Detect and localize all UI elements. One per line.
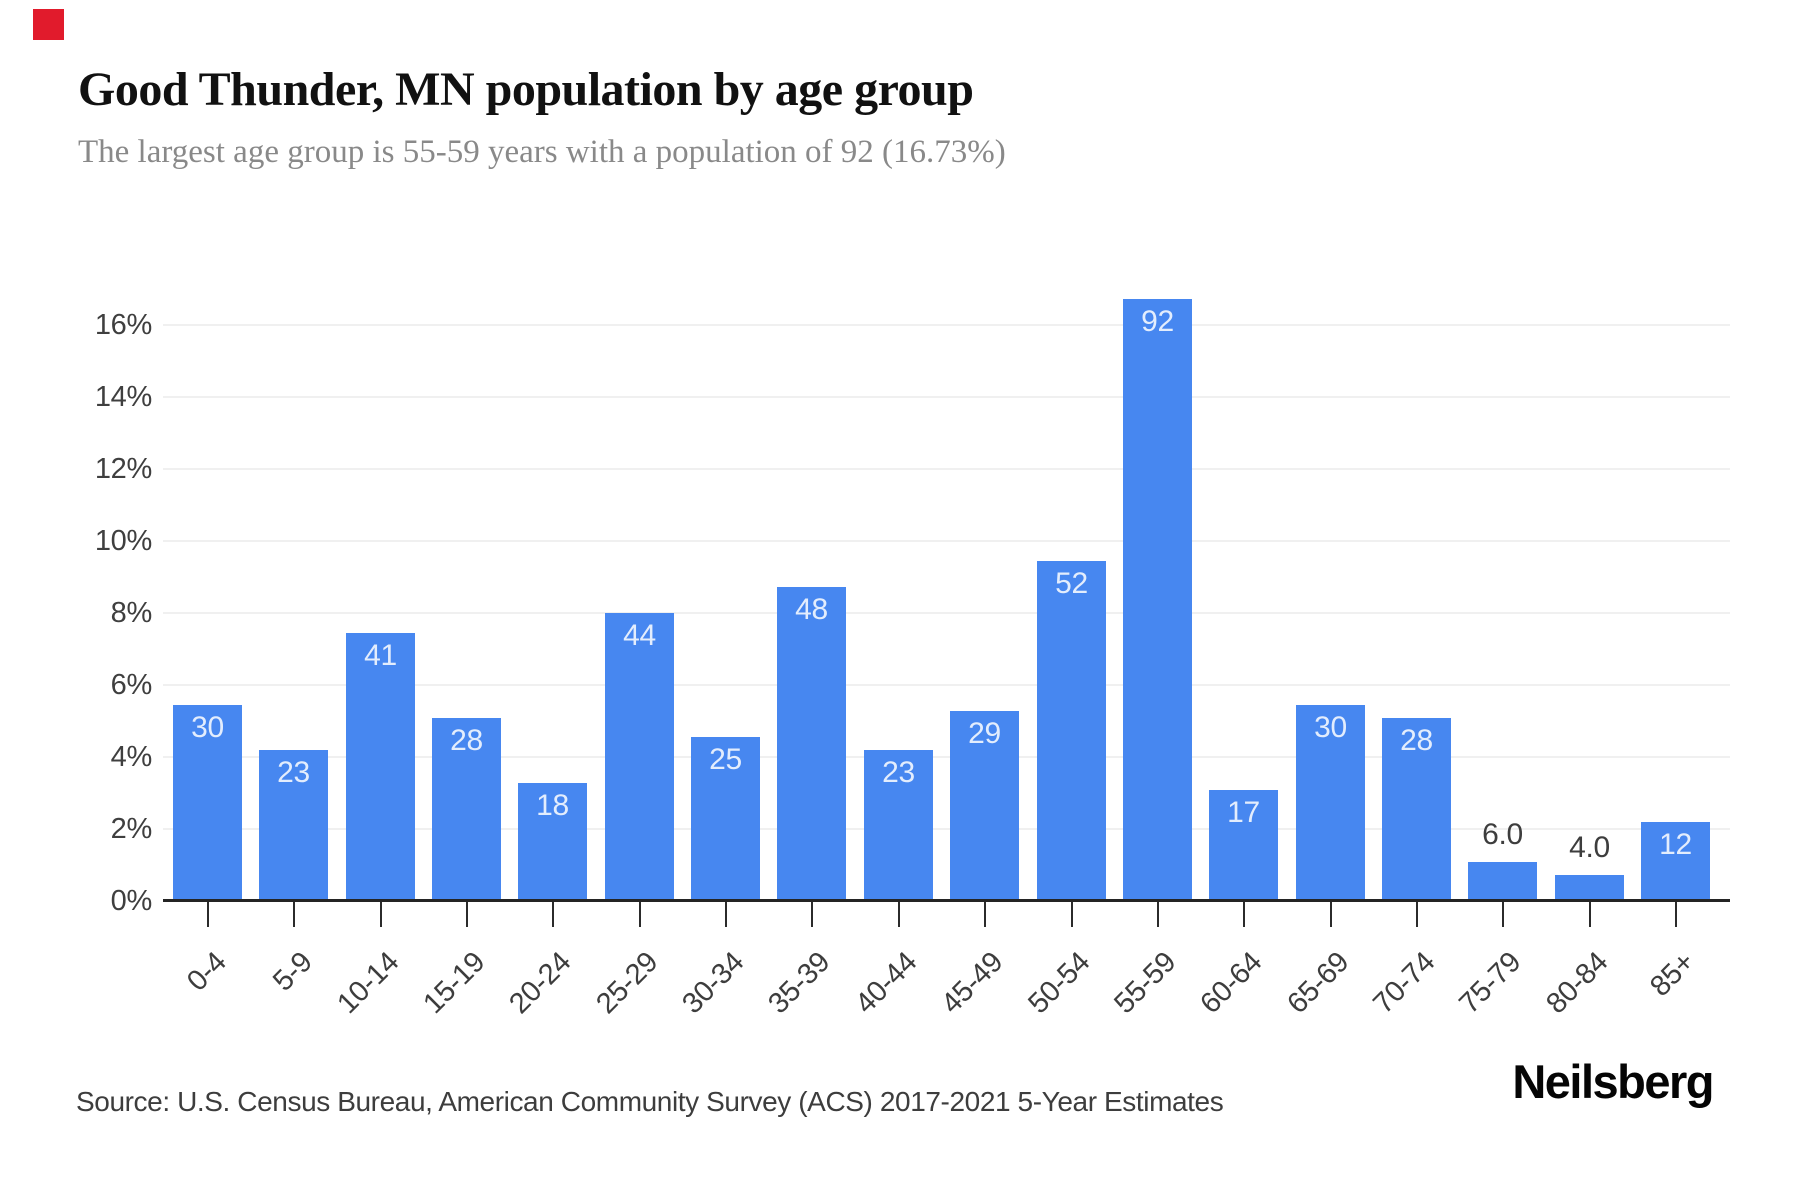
x-axis-label-text: 15-19 bbox=[417, 946, 492, 1021]
bar-value-label: 28 bbox=[1400, 724, 1433, 757]
bar-value-label: 92 bbox=[1141, 305, 1174, 338]
x-axis-label-text: 10-14 bbox=[331, 946, 406, 1021]
bar-value-label: 48 bbox=[795, 593, 828, 626]
bar-70-74 bbox=[1382, 718, 1451, 901]
y-axis-label: 8% bbox=[110, 597, 153, 629]
x-axis-label-text: 55-59 bbox=[1108, 946, 1183, 1021]
y-axis-label: 2% bbox=[110, 813, 153, 845]
bar-value-label: 29 bbox=[968, 717, 1001, 750]
x-axis-tick bbox=[1675, 901, 1677, 927]
bar-30-34 bbox=[691, 737, 760, 901]
x-axis-tick bbox=[984, 901, 986, 927]
bar-value-label: 18 bbox=[536, 789, 569, 822]
bar-65-69 bbox=[1296, 705, 1365, 901]
x-axis-label-text: 50-54 bbox=[1022, 946, 1097, 1021]
y-axis-label: 16% bbox=[94, 309, 152, 341]
source-note: Source: U.S. Census Bureau, American Com… bbox=[76, 1086, 1224, 1117]
x-axis-label-text: 75-79 bbox=[1453, 946, 1528, 1021]
x-axis-tick bbox=[1330, 901, 1332, 927]
gridline bbox=[163, 324, 1730, 326]
bar-value-label: 12 bbox=[1659, 828, 1692, 861]
bar-45-49 bbox=[950, 711, 1019, 901]
x-axis-tick bbox=[898, 901, 900, 927]
gridline bbox=[163, 756, 1730, 758]
x-axis-tick bbox=[1071, 901, 1073, 927]
x-axis-label-text: 30-34 bbox=[676, 946, 751, 1021]
y-axis-label: 0% bbox=[110, 885, 153, 917]
bar-25-29 bbox=[605, 613, 674, 901]
x-axis-label-text: 45-49 bbox=[935, 946, 1010, 1021]
y-axis-label: 10% bbox=[94, 525, 152, 557]
x-axis-tick bbox=[1416, 901, 1418, 927]
x-axis-label-text: 85+ bbox=[1643, 946, 1701, 1003]
gridline bbox=[163, 468, 1730, 470]
x-axis-tick bbox=[811, 901, 813, 927]
gridline bbox=[163, 684, 1730, 686]
x-axis-label-text: 80-84 bbox=[1540, 946, 1615, 1021]
x-axis-tick bbox=[1243, 901, 1245, 927]
bar-40-44 bbox=[864, 750, 933, 901]
x-axis-label-text: 60-64 bbox=[1194, 946, 1269, 1021]
gridline bbox=[163, 828, 1730, 830]
x-axis-tick bbox=[380, 901, 382, 927]
x-axis-tick bbox=[1589, 901, 1591, 927]
x-axis-tick bbox=[639, 901, 641, 927]
bar-value-label: 4.0 bbox=[1569, 831, 1610, 864]
chart-title: Good Thunder, MN population by age group bbox=[78, 63, 974, 116]
bar-15-19 bbox=[432, 718, 501, 901]
bar-5-9 bbox=[259, 750, 328, 901]
x-axis-tick bbox=[725, 901, 727, 927]
bar-value-label: 25 bbox=[709, 743, 742, 776]
gridline bbox=[163, 396, 1730, 398]
x-axis-label-text: 0-4 bbox=[180, 946, 233, 998]
bar-50-54 bbox=[1037, 561, 1106, 901]
x-axis-tick bbox=[466, 901, 468, 927]
bar-75-79 bbox=[1468, 862, 1537, 901]
bar-value-label: 23 bbox=[882, 756, 915, 789]
x-axis-tick bbox=[1157, 901, 1159, 927]
bar-value-label: 30 bbox=[1314, 711, 1347, 744]
x-axis-tick bbox=[552, 901, 554, 927]
x-axis-tick bbox=[293, 901, 295, 927]
y-axis-label: 14% bbox=[94, 381, 152, 413]
x-axis-label-text: 40-44 bbox=[849, 946, 924, 1021]
x-axis-label-text: 5-9 bbox=[266, 946, 319, 998]
bar-value-label: 44 bbox=[623, 619, 656, 652]
bar-35-39 bbox=[777, 587, 846, 901]
x-axis-label-text: 70-74 bbox=[1367, 946, 1442, 1021]
x-axis-line bbox=[163, 899, 1730, 902]
y-axis-label: 4% bbox=[110, 741, 153, 773]
x-axis-label-text: 35-39 bbox=[762, 946, 837, 1021]
bar-20-24 bbox=[518, 783, 587, 901]
bar-value-label: 23 bbox=[277, 756, 310, 789]
x-axis-tick bbox=[1502, 901, 1504, 927]
bar-value-label: 17 bbox=[1227, 796, 1260, 829]
bar-value-label: 30 bbox=[191, 711, 224, 744]
chart-subtitle: The largest age group is 55-59 years wit… bbox=[78, 134, 1006, 170]
bar-85+ bbox=[1641, 822, 1710, 901]
bar-value-label: 52 bbox=[1055, 567, 1088, 600]
gridline bbox=[163, 612, 1730, 614]
bar-10-14 bbox=[346, 633, 415, 901]
x-axis-label-text: 65-69 bbox=[1281, 946, 1356, 1021]
corner-marker bbox=[33, 9, 64, 40]
bar-0-4 bbox=[173, 705, 242, 901]
bar-60-64 bbox=[1209, 790, 1278, 901]
x-axis-label-text: 20-24 bbox=[503, 946, 578, 1021]
x-axis-tick bbox=[207, 901, 209, 927]
brand-logo: Neilsberg bbox=[1512, 1055, 1714, 1108]
bar-55-59 bbox=[1123, 299, 1192, 901]
y-axis-label: 12% bbox=[94, 453, 152, 485]
gridline bbox=[163, 540, 1730, 542]
bar-value-label: 6.0 bbox=[1482, 818, 1523, 851]
x-axis-label-text: 25-29 bbox=[590, 946, 665, 1021]
bar-80-84 bbox=[1555, 875, 1624, 901]
bar-value-label: 28 bbox=[450, 724, 483, 757]
y-axis-label: 6% bbox=[110, 669, 153, 701]
bar-value-label: 41 bbox=[364, 639, 397, 672]
